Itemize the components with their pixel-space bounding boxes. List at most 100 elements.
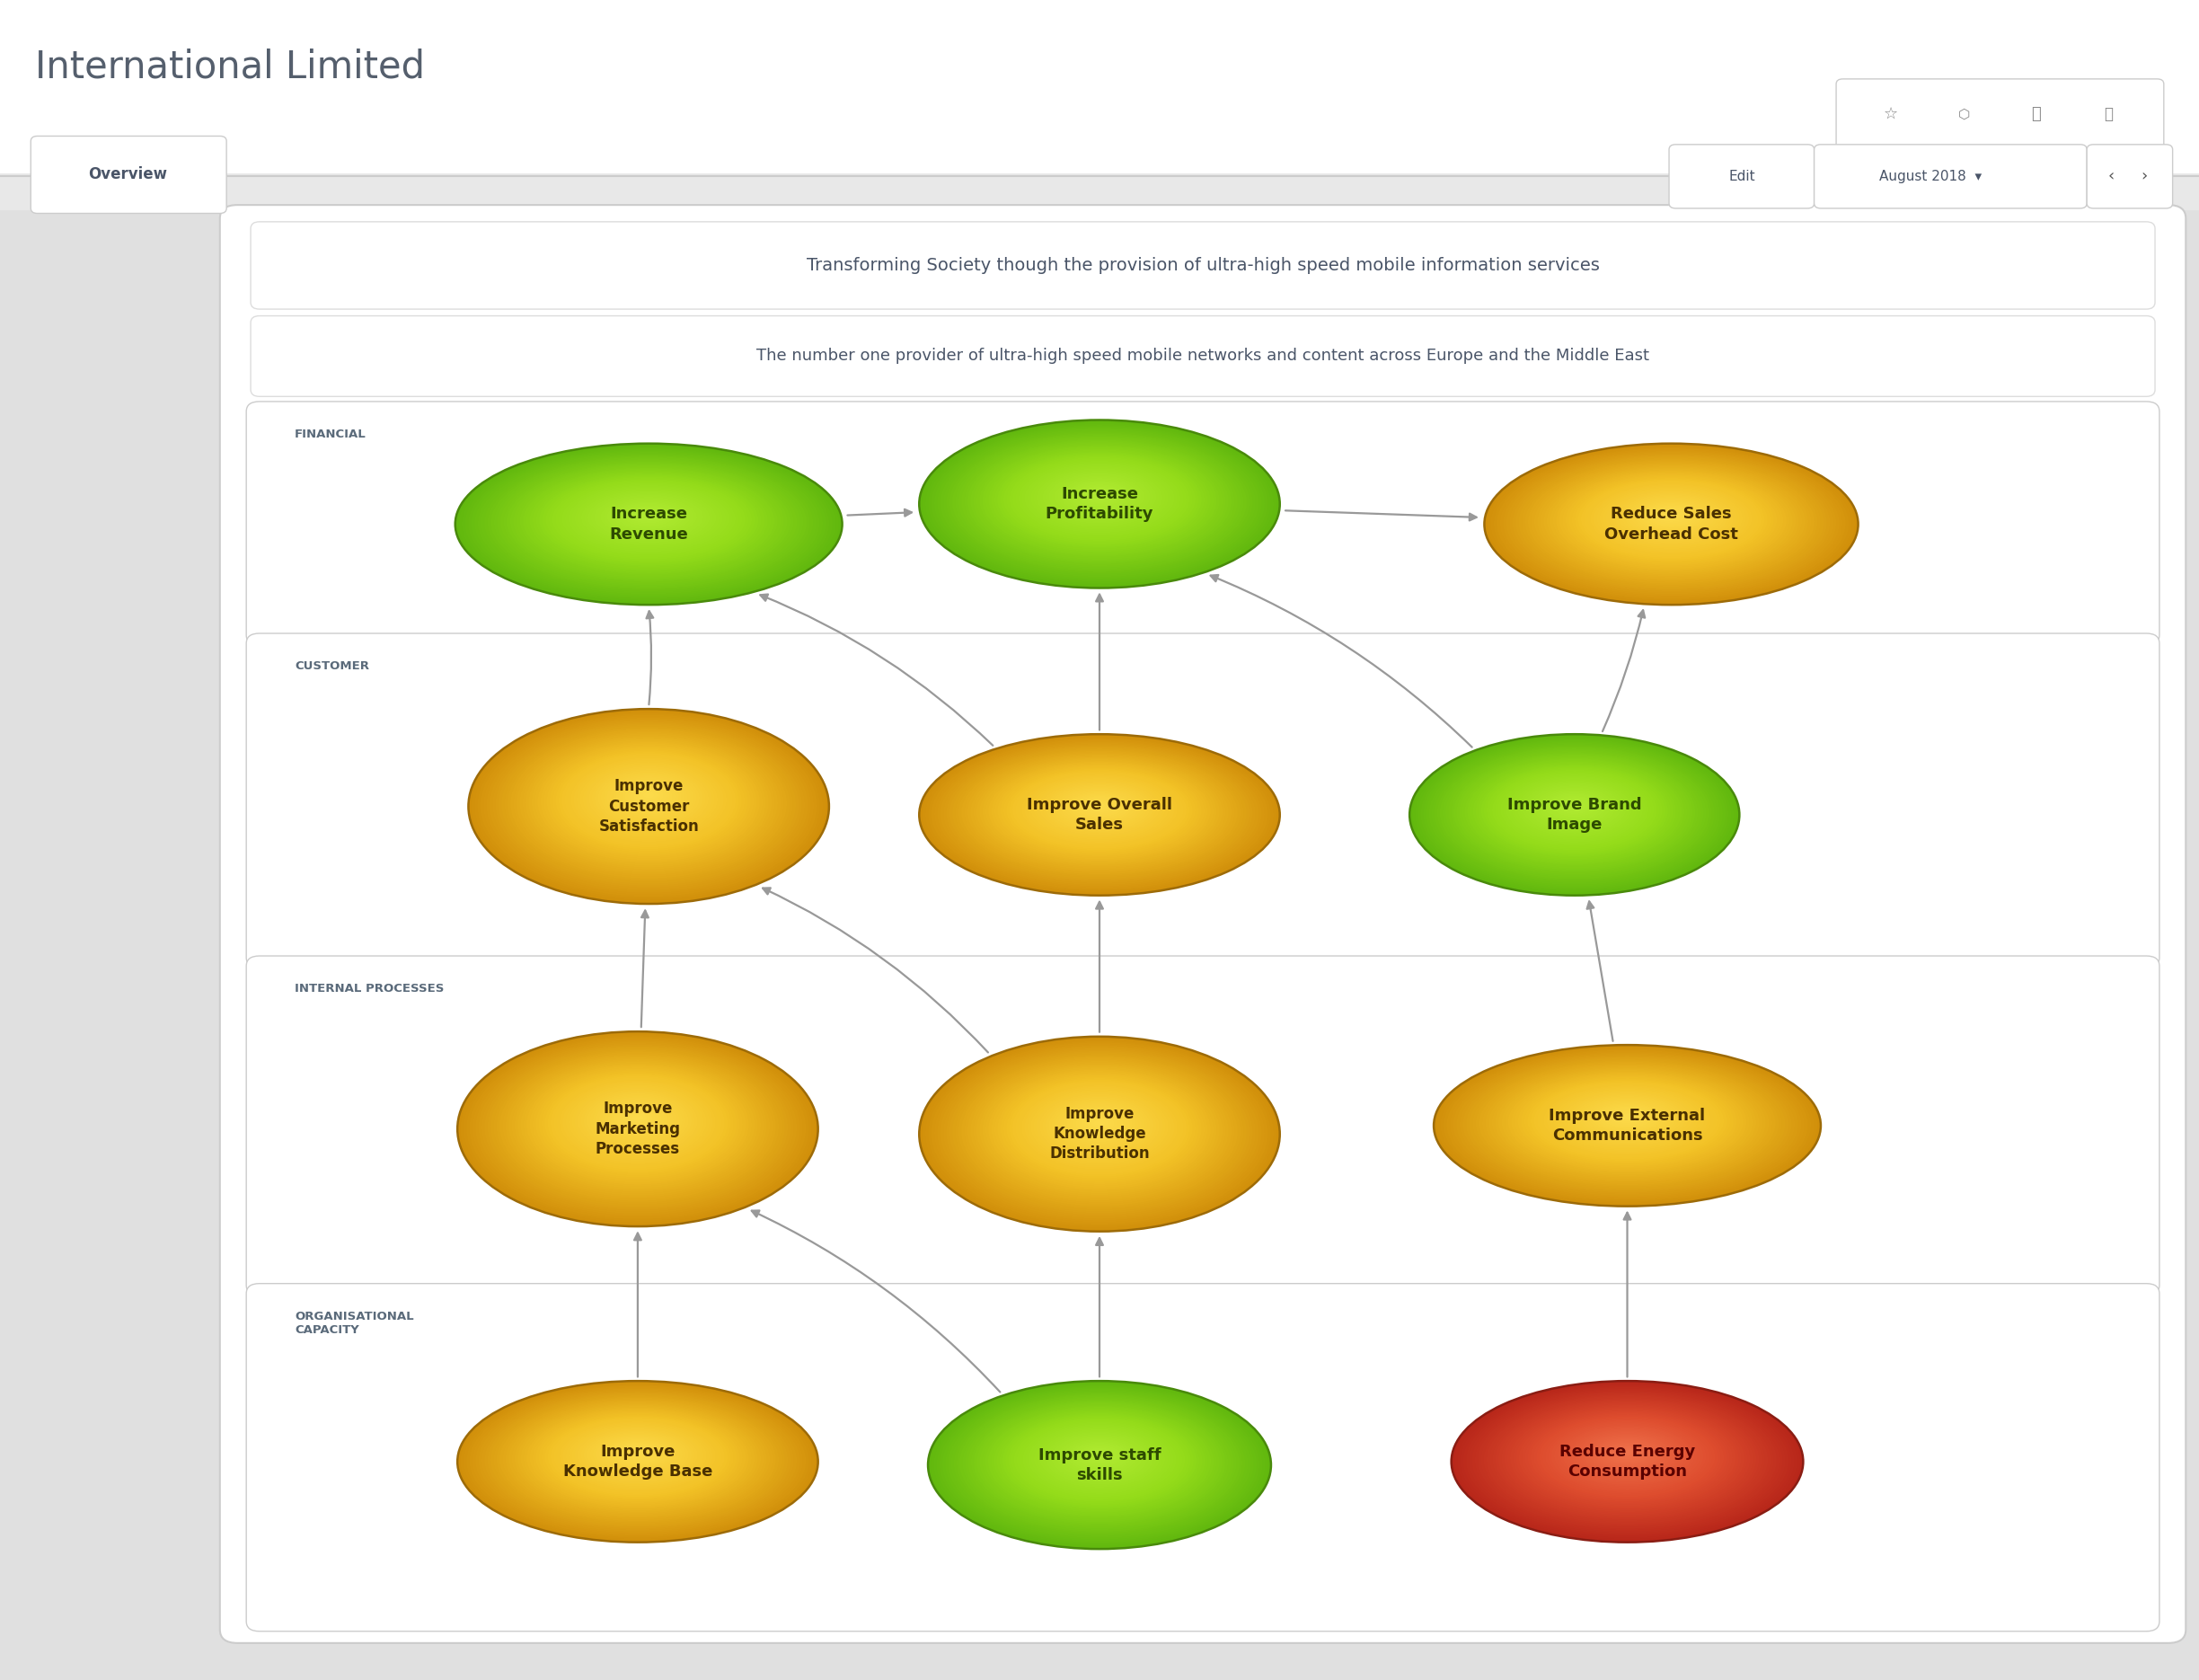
Text: ‹: ‹ — [2109, 168, 2113, 185]
Ellipse shape — [1084, 800, 1115, 813]
Ellipse shape — [1449, 1052, 1805, 1200]
Ellipse shape — [998, 764, 1201, 857]
FancyBboxPatch shape — [0, 0, 2199, 176]
Text: ⬡: ⬡ — [1957, 108, 1970, 121]
Ellipse shape — [961, 751, 1238, 874]
Ellipse shape — [1643, 504, 1700, 528]
Ellipse shape — [1007, 1079, 1192, 1179]
Ellipse shape — [466, 1037, 809, 1221]
Ellipse shape — [605, 1438, 671, 1468]
Ellipse shape — [1520, 457, 1823, 588]
Ellipse shape — [464, 447, 833, 600]
Ellipse shape — [1522, 783, 1627, 833]
Ellipse shape — [1007, 768, 1192, 852]
Ellipse shape — [543, 475, 754, 564]
Ellipse shape — [493, 1394, 783, 1524]
Ellipse shape — [994, 450, 1205, 549]
Ellipse shape — [1511, 1404, 1744, 1512]
Ellipse shape — [1574, 477, 1768, 561]
Ellipse shape — [1075, 484, 1124, 506]
Ellipse shape — [983, 445, 1216, 554]
Ellipse shape — [622, 781, 675, 811]
Text: FINANCIAL: FINANCIAL — [295, 428, 367, 440]
Ellipse shape — [1060, 477, 1139, 514]
Ellipse shape — [983, 759, 1216, 864]
Ellipse shape — [919, 420, 1280, 588]
Ellipse shape — [1522, 1410, 1733, 1505]
Ellipse shape — [607, 1440, 668, 1467]
Ellipse shape — [578, 1089, 697, 1154]
Ellipse shape — [550, 477, 748, 561]
Ellipse shape — [528, 738, 770, 867]
Ellipse shape — [1009, 1080, 1190, 1178]
Ellipse shape — [1458, 1383, 1797, 1539]
Ellipse shape — [1559, 1090, 1695, 1147]
Ellipse shape — [1504, 1403, 1750, 1515]
Ellipse shape — [1001, 1075, 1198, 1183]
Ellipse shape — [589, 766, 708, 832]
Ellipse shape — [642, 512, 655, 517]
Ellipse shape — [926, 422, 1273, 585]
Ellipse shape — [1045, 1097, 1154, 1156]
Ellipse shape — [1020, 462, 1179, 534]
Ellipse shape — [631, 1450, 644, 1455]
Ellipse shape — [979, 1065, 1220, 1194]
Ellipse shape — [598, 1436, 677, 1472]
Text: ⏱: ⏱ — [2104, 106, 2113, 123]
Ellipse shape — [1493, 1398, 1761, 1520]
Text: Reduce Energy
Consumption: Reduce Energy Consumption — [1559, 1443, 1695, 1480]
Ellipse shape — [499, 1398, 776, 1520]
Ellipse shape — [1089, 800, 1110, 811]
Ellipse shape — [600, 497, 697, 538]
Ellipse shape — [1535, 788, 1614, 827]
Ellipse shape — [1078, 1445, 1121, 1467]
Ellipse shape — [1612, 492, 1731, 543]
Ellipse shape — [1042, 470, 1157, 524]
Text: Improve Overall
Sales: Improve Overall Sales — [1027, 796, 1172, 833]
Ellipse shape — [600, 771, 697, 823]
Ellipse shape — [548, 1416, 728, 1497]
Ellipse shape — [1467, 1388, 1788, 1536]
Ellipse shape — [1590, 484, 1753, 554]
Ellipse shape — [1484, 766, 1665, 855]
Ellipse shape — [501, 460, 796, 583]
Ellipse shape — [541, 1415, 734, 1500]
Ellipse shape — [468, 709, 829, 904]
Text: CUSTOMER: CUSTOMER — [295, 660, 369, 672]
Ellipse shape — [1051, 474, 1148, 519]
Text: The number one provider of ultra-high speed mobile networks and content across E: The number one provider of ultra-high sp… — [756, 348, 1649, 365]
Ellipse shape — [1042, 1095, 1157, 1158]
Ellipse shape — [570, 1084, 706, 1159]
Ellipse shape — [1625, 1116, 1629, 1117]
Ellipse shape — [541, 743, 756, 860]
Ellipse shape — [1566, 801, 1583, 810]
Ellipse shape — [1493, 447, 1849, 600]
Ellipse shape — [1427, 741, 1724, 887]
Ellipse shape — [1662, 511, 1680, 519]
Ellipse shape — [1027, 1089, 1172, 1166]
Ellipse shape — [554, 480, 743, 558]
Ellipse shape — [1040, 781, 1159, 835]
Ellipse shape — [1607, 1109, 1647, 1126]
Ellipse shape — [554, 1420, 721, 1494]
Ellipse shape — [616, 1107, 660, 1131]
Ellipse shape — [1067, 480, 1132, 511]
Ellipse shape — [519, 467, 778, 575]
Ellipse shape — [1669, 514, 1673, 516]
Ellipse shape — [473, 1038, 803, 1218]
Ellipse shape — [479, 714, 818, 897]
Ellipse shape — [581, 489, 717, 546]
Ellipse shape — [457, 1381, 818, 1542]
Ellipse shape — [1418, 738, 1731, 890]
Ellipse shape — [935, 1043, 1264, 1223]
Ellipse shape — [943, 744, 1256, 884]
Ellipse shape — [1541, 1418, 1713, 1495]
Ellipse shape — [1594, 1104, 1660, 1131]
Ellipse shape — [987, 449, 1212, 553]
Text: Improve Brand
Image: Improve Brand Image — [1506, 796, 1643, 833]
Ellipse shape — [943, 1048, 1256, 1216]
Ellipse shape — [1471, 1389, 1783, 1532]
Ellipse shape — [482, 1391, 794, 1530]
Ellipse shape — [556, 751, 741, 852]
Ellipse shape — [501, 1053, 774, 1200]
